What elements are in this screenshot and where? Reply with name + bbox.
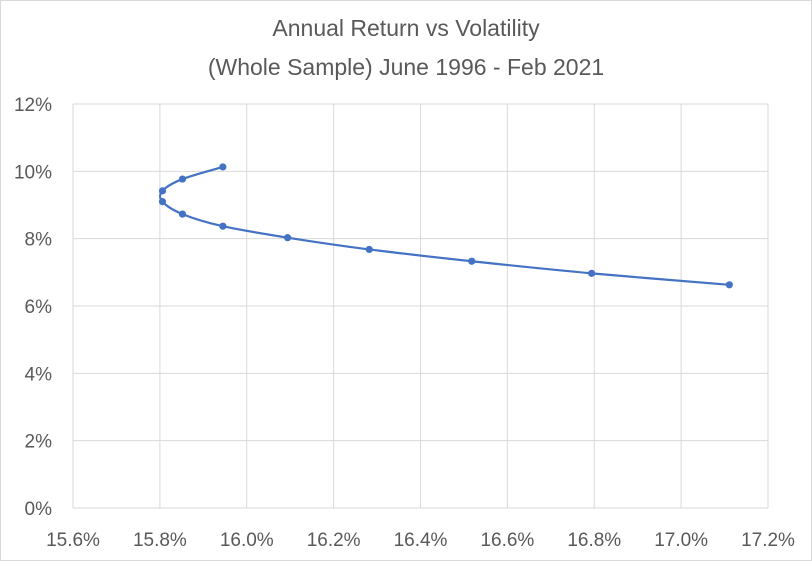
- data-point: [365, 245, 373, 254]
- data-point: [178, 175, 187, 183]
- y-tick-label: 6%: [25, 297, 53, 318]
- data-point: [725, 281, 733, 289]
- data-point: [178, 210, 187, 218]
- data-point: [219, 163, 227, 171]
- y-tick-label: 0%: [25, 499, 53, 520]
- gridlines: [72, 103, 769, 509]
- y-tick-label: 4%: [25, 364, 53, 385]
- data-point: [158, 187, 167, 195]
- x-tick-label: 15.6%: [46, 530, 100, 551]
- data-point: [588, 269, 596, 277]
- data-point: [468, 257, 476, 265]
- chart-title: Annual Return vs Volatility (Whole Sampl…: [208, 15, 604, 80]
- series-line: [158, 165, 731, 286]
- x-tick-label: 17.2%: [741, 530, 795, 551]
- y-tick-label: 12%: [14, 95, 52, 116]
- plot-series: [158, 163, 733, 289]
- x-tick-label: 16.6%: [480, 530, 534, 551]
- x-tick-label: 16.2%: [307, 530, 361, 551]
- x-tick-label: 16.8%: [567, 530, 621, 551]
- y-tick-label: 10%: [14, 162, 52, 183]
- x-tick-label: 15.8%: [133, 530, 187, 551]
- data-point: [283, 234, 292, 242]
- data-point: [219, 222, 227, 230]
- data-point: [158, 198, 167, 206]
- x-tick-label: 17.0%: [654, 530, 708, 551]
- y-tick-label: 2%: [25, 432, 53, 453]
- chart-title-line-1: Annual Return vs Volatility: [272, 15, 540, 41]
- y-axis-tick-labels: 0% 2% 4% 6% 8% 10% 12%: [14, 95, 52, 520]
- chart-title-line-2: (Whole Sample) June 1996 - Feb 2021: [208, 54, 604, 80]
- x-tick-label: 16.0%: [220, 530, 274, 551]
- x-tick-label: 16.4%: [394, 530, 448, 551]
- y-tick-label: 8%: [25, 230, 53, 251]
- x-axis-tick-labels: 15.6% 15.8% 16.0% 16.2% 16.4% 16.6% 16.8% 17.0%…: [46, 530, 795, 551]
